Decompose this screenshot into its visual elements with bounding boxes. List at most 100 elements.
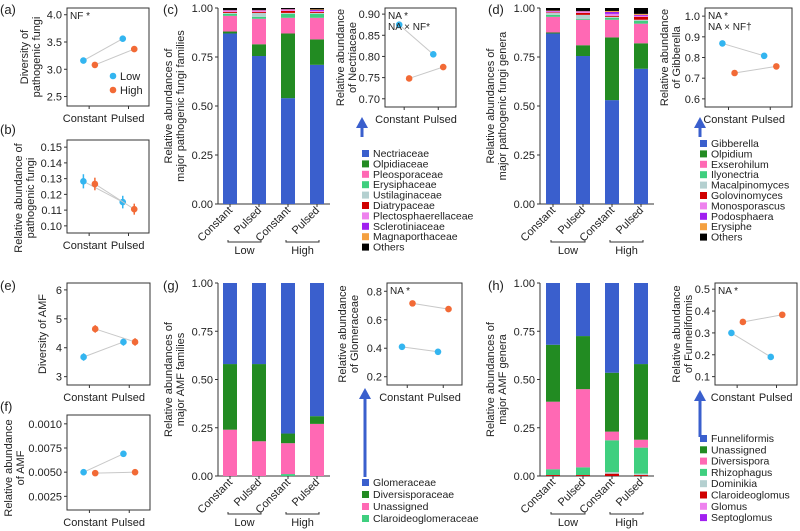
- x-tick-label: Constant: [379, 392, 423, 404]
- panel-label: (d): [488, 2, 504, 17]
- group-label: Low: [234, 517, 254, 529]
- y-tick-label: 0.9: [685, 32, 700, 44]
- y-tick-label: 0.50: [514, 375, 535, 387]
- panel-label: (b): [0, 122, 16, 137]
- y-tick-label: 0.13: [41, 174, 62, 186]
- data-point-low: [80, 178, 87, 185]
- bar-segment-claroideoglomus: [634, 475, 648, 476]
- legend-swatch: [362, 181, 369, 189]
- bar-segment-rhizophagus: [576, 467, 590, 476]
- y-tick-label: 1.0: [685, 11, 700, 23]
- y-tick-label: 1.00: [192, 3, 213, 15]
- bar-segment-sclerotiniaceae: [252, 10, 266, 11]
- legend-label: Olpidiaceae: [373, 158, 429, 170]
- y-tick-label: 1.00: [192, 278, 213, 290]
- legend-swatch: [700, 514, 707, 522]
- data-point-high: [405, 75, 413, 82]
- y-tick-label: 0.5: [695, 284, 710, 296]
- data-point-low: [719, 40, 726, 47]
- bar-segment-exserohilum: [605, 19, 619, 38]
- plot-frame: [714, 282, 798, 386]
- y-tick-label: 0.50: [192, 375, 213, 387]
- legend-label: Gibberella: [711, 138, 759, 150]
- bar-segment-gibberella: [634, 68, 648, 204]
- group-label: High: [615, 245, 638, 257]
- bar-segment-olpidium: [634, 43, 648, 69]
- y-tick-label: 4: [56, 343, 62, 355]
- connector-line: [408, 66, 444, 79]
- data-point-high: [91, 325, 99, 333]
- bar-segment-claroideoglomus: [546, 475, 560, 476]
- y-tick-label: 0.85: [359, 30, 380, 42]
- legend-swatch: [700, 202, 707, 210]
- x-tick-label: Pulsed: [759, 392, 793, 404]
- y-tick-label: 0.8: [685, 53, 700, 65]
- legend-swatch: [362, 243, 369, 251]
- legend-swatch: [362, 222, 369, 230]
- y-tick-label: 0.25: [514, 150, 535, 162]
- significance-annotation: NA × NF*: [388, 22, 430, 33]
- y-tick-label: 0.00: [514, 199, 535, 211]
- data-point-high: [131, 468, 139, 476]
- arrow-up-icon: [356, 117, 368, 128]
- arrow-up-icon: [694, 390, 706, 401]
- x-tick-label: Pulsed: [111, 113, 145, 125]
- y-axis-label: major AMF families: [175, 332, 187, 426]
- connector-line: [83, 38, 124, 61]
- data-point-low: [80, 353, 87, 361]
- panel-label: (e): [0, 278, 16, 293]
- y-axis-label: Relative abundance: [3, 419, 15, 516]
- bar-segment-podosphaera: [634, 14, 648, 16]
- panel-d: (d) Relative abundances of major pathogeni…: [485, 2, 789, 257]
- legend-label: Unassigned: [373, 501, 429, 513]
- connector-line: [734, 65, 777, 74]
- data-point-high: [445, 305, 452, 313]
- y-tick-label: 0.75: [514, 52, 535, 64]
- connector-line: [83, 180, 123, 203]
- group-bracket: [609, 512, 644, 515]
- y-tick-label: 0.50: [192, 101, 213, 113]
- x-tick-label: Constant: [63, 240, 107, 252]
- x-tick-label: Pulsed: [111, 517, 145, 529]
- y-tick-label: 0.11: [41, 205, 62, 217]
- x-tick-label: Constant: [375, 114, 419, 126]
- y-tick-label: 3.0: [47, 64, 62, 76]
- bar-segment-diversispora: [634, 439, 648, 448]
- x-tick-label: Constant: [703, 114, 747, 126]
- connector-line: [94, 48, 135, 66]
- y-axis-label: of AMF: [15, 450, 27, 485]
- connector-line: [83, 341, 124, 358]
- bar-segment-ilyonectria: [634, 20, 648, 24]
- legend-swatch: [700, 502, 707, 510]
- bar-segment-erysiphaceae: [223, 13, 237, 16]
- data-point-low: [395, 21, 403, 28]
- legend-swatch: [362, 170, 369, 178]
- group-label: Low: [234, 245, 254, 257]
- data-point-low: [767, 353, 775, 361]
- legend-swatch: [700, 150, 707, 158]
- data-point-low: [429, 51, 437, 58]
- y-axis-label: of Glomeraceae: [349, 295, 361, 373]
- bar-segment-olpidiaceae: [281, 33, 295, 99]
- bar-segment-diatrypaceae: [281, 10, 295, 13]
- bar-segment-sclerotiniaceae: [310, 9, 324, 11]
- legend-marker: [109, 86, 117, 94]
- y-tick-label: 0.8: [367, 286, 382, 298]
- arrow-up-icon: [359, 388, 371, 399]
- bar-segment-ustilaginaceae: [281, 12, 295, 14]
- legend-swatch: [362, 479, 369, 486]
- y-tick-label: 0.2: [695, 350, 710, 362]
- data-point-high: [778, 311, 786, 319]
- legend-swatch: [362, 515, 369, 522]
- y-axis-label: major AMF genera: [497, 333, 509, 424]
- group-bracket: [227, 512, 262, 515]
- y-axis-label: of Gibberella: [671, 25, 683, 88]
- legend-swatch: [700, 160, 707, 168]
- y-axis-label: of Funneliformis: [683, 294, 695, 373]
- legend-label: Claroideoglomus: [711, 490, 790, 502]
- bar-segment-ilyonectria: [576, 18, 590, 20]
- bar-segment-monosporascus: [605, 13, 619, 16]
- x-tick-label: Pulsed: [614, 477, 646, 509]
- bar-segment-macalpinomyces: [605, 16, 619, 18]
- group-bracket: [609, 240, 644, 243]
